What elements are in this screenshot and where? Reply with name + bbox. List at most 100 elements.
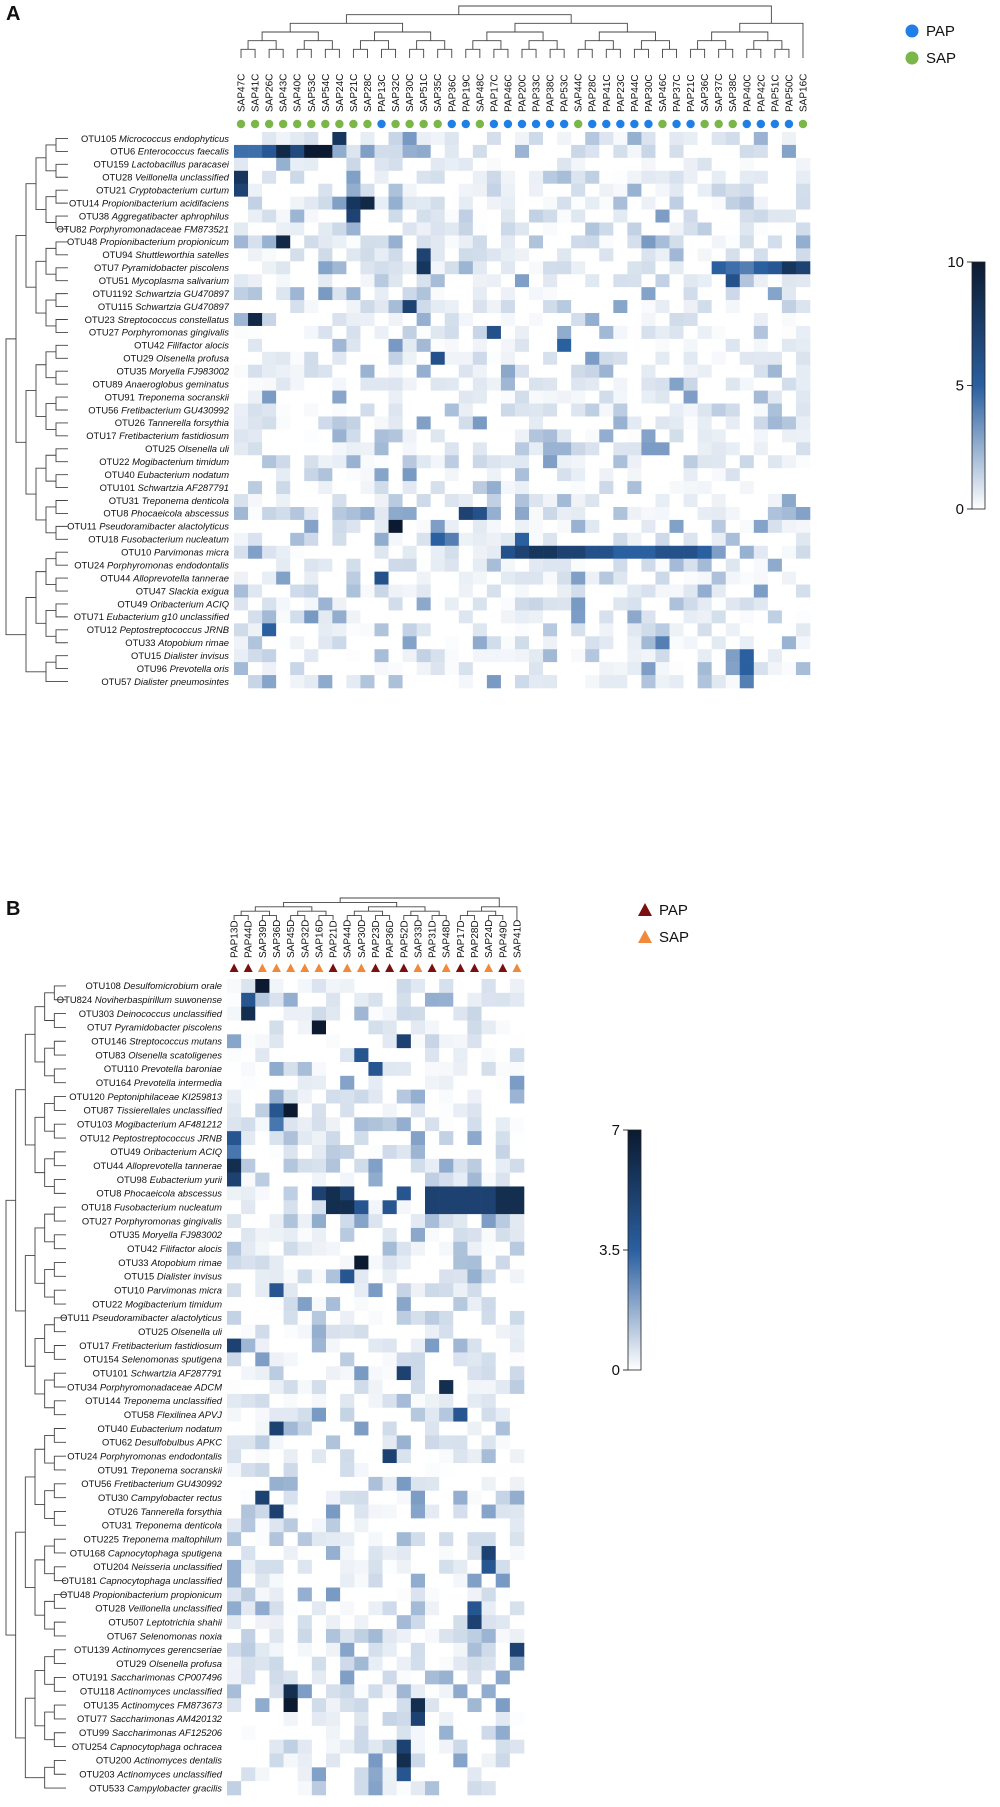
heatmap-cell	[311, 1061, 327, 1077]
heatmap-cell	[396, 1642, 412, 1657]
heatmap-cell	[318, 261, 333, 275]
heatmap-cell	[444, 390, 460, 404]
heatmap-cell	[529, 377, 544, 391]
heatmap-cell	[543, 481, 558, 495]
heatmap-cell	[354, 1172, 369, 1187]
heatmap-cell	[332, 571, 347, 585]
heatmap-cell	[543, 196, 558, 210]
heatmap-cell	[402, 584, 417, 598]
heatmap-cells-a	[234, 132, 811, 689]
group-marker	[728, 119, 737, 129]
heatmap-cell	[297, 1546, 313, 1561]
row-label: OTU203 Actinomyces unclassified	[79, 1769, 223, 1780]
heatmap-cell	[571, 390, 586, 404]
heatmap-cell	[241, 1504, 256, 1519]
heatmap-cell	[340, 1283, 355, 1298]
heatmap-cell	[382, 1214, 398, 1229]
heatmap-cell	[396, 1601, 412, 1616]
heatmap-cell	[368, 1241, 383, 1256]
heatmap-cell	[241, 1629, 256, 1644]
group-marker	[385, 963, 395, 972]
heatmap-cell	[332, 235, 347, 249]
heatmap-cell	[354, 1725, 369, 1740]
heatmap-cell	[388, 623, 403, 637]
heatmap-cell	[500, 506, 516, 521]
heatmap-cell	[781, 248, 797, 262]
heatmap-cell	[340, 1587, 355, 1602]
heatmap-cell	[311, 1642, 327, 1657]
heatmap-cell	[297, 1324, 313, 1339]
heatmap-cell	[613, 403, 628, 417]
heatmap-cell	[297, 1089, 313, 1104]
heatmap-cell	[467, 992, 482, 1007]
heatmap-cell	[486, 468, 502, 482]
heatmap-cell	[655, 416, 670, 430]
heatmap-cell	[382, 1117, 398, 1132]
heatmap-cell	[767, 455, 783, 469]
dendrogram-branch	[53, 1511, 64, 1526]
heatmap-cell	[425, 1518, 440, 1533]
heatmap-cell	[529, 183, 544, 197]
heatmap-cell	[557, 494, 572, 508]
column-label: SAP24C	[335, 74, 346, 112]
heatmap-cell	[495, 1407, 511, 1422]
dendrogram-branch	[55, 370, 66, 385]
heatmap-cell	[255, 1767, 270, 1782]
group-marker	[545, 119, 555, 129]
heatmap-cell	[410, 1532, 426, 1547]
column-label: SAP40C	[293, 74, 304, 112]
heatmap-cell	[472, 300, 488, 314]
heatmap-cell	[585, 571, 600, 585]
column-label: PAP17D	[456, 920, 467, 958]
heatmap-cell	[613, 506, 628, 521]
heatmap-cell	[340, 1061, 355, 1077]
heatmap-cell	[425, 1725, 440, 1740]
heatmap-cell	[354, 1393, 369, 1409]
heatmap-cell	[655, 287, 670, 301]
heatmap-cell	[269, 1144, 284, 1160]
heatmap-cell	[290, 662, 305, 676]
heatmap-cell	[509, 1504, 525, 1519]
heatmap-cell	[500, 662, 516, 676]
heatmap-cell	[276, 506, 291, 521]
heatmap-cell	[683, 468, 698, 482]
heatmap-cell	[739, 623, 755, 637]
heatmap-cell	[711, 351, 727, 366]
heatmap-cell	[458, 675, 474, 689]
heatmap-cell	[241, 1393, 256, 1409]
heatmap-cell	[627, 571, 642, 585]
heatmap-cell	[430, 364, 446, 378]
heatmap-cell	[262, 494, 277, 508]
heatmap-cell	[467, 1753, 482, 1768]
group-marker	[399, 963, 409, 972]
heatmap-cell	[410, 1283, 426, 1298]
heatmap-cell	[509, 1380, 525, 1395]
heatmap-cell	[711, 132, 727, 146]
heatmap-cell	[557, 481, 572, 495]
heatmap-cell	[297, 1712, 313, 1727]
heatmap-cell	[753, 584, 769, 598]
heatmap-cell	[326, 1034, 341, 1049]
heatmap-cell	[368, 1573, 383, 1588]
heatmap-cell	[311, 1518, 327, 1533]
heatmap-cell	[425, 1103, 440, 1118]
heatmap-cell	[739, 338, 755, 353]
heatmap-cell	[227, 1131, 242, 1146]
heatmap-cell	[255, 1380, 270, 1395]
heatmap-cell	[613, 144, 628, 159]
row-label: OTU35 Moryella FJ983002	[116, 366, 229, 377]
heatmap-cell	[481, 1629, 497, 1644]
heatmap-cell	[599, 351, 614, 366]
heatmap-cell	[332, 196, 347, 210]
heatmap-cell	[262, 248, 277, 262]
heatmap-cell	[332, 377, 347, 391]
heatmap-cell	[234, 209, 249, 223]
dendrogram-branch	[44, 1047, 55, 1077]
heatmap-cell	[439, 1587, 454, 1602]
heatmap-cell	[297, 1670, 313, 1685]
heatmap-cell	[453, 1546, 468, 1561]
heatmap-cell	[585, 558, 600, 572]
heatmap-cell	[509, 1269, 525, 1284]
heatmap-cell	[368, 1449, 383, 1464]
heatmap-cell	[388, 209, 403, 223]
